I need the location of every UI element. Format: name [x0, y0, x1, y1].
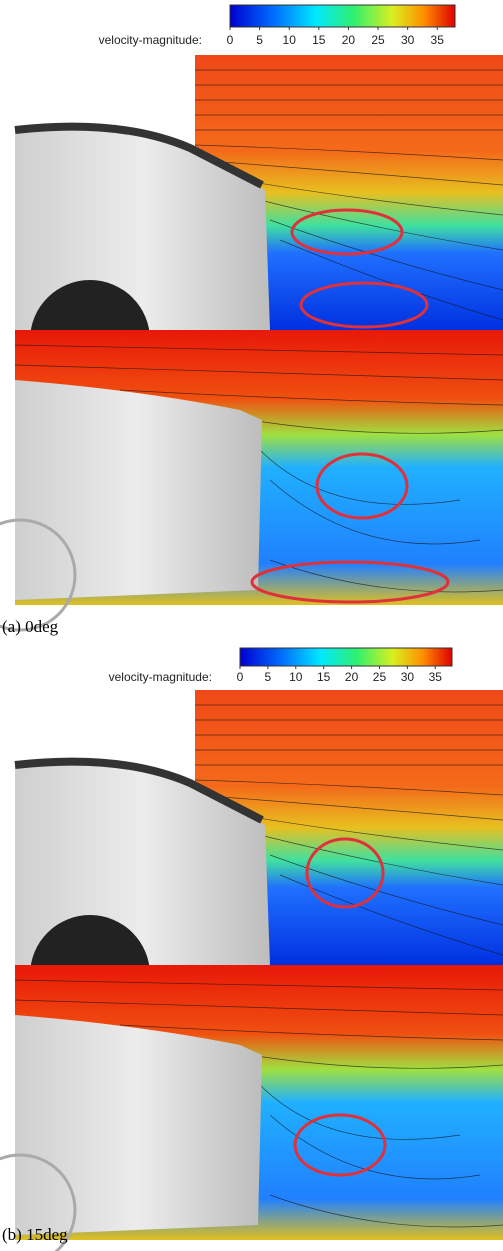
colorbar-tick-label: 10: [283, 33, 297, 47]
colorbar: [240, 648, 452, 666]
colorbar-tick-label: 30: [401, 33, 415, 47]
colorbar-tick-label: 25: [371, 33, 385, 47]
colorbar-tick-label: 15: [312, 33, 326, 47]
colorbar-tick-label: 0: [227, 33, 234, 47]
figure: velocity-magnitude: 0 5 10 15 20 25 30 35 (a) 0de…: [0, 0, 503, 1251]
colorbar-tick-label: 30: [401, 670, 415, 684]
colorbar-tick-label: 5: [265, 670, 272, 684]
colorbar-tick-label: 25: [373, 670, 387, 684]
colorbar-tick-label: 20: [342, 33, 356, 47]
colorbar-tick-label: 5: [256, 33, 263, 47]
panel-b-image: [0, 690, 503, 1251]
caption: (a) 0deg: [2, 617, 59, 636]
colorbar-tick-label: 10: [289, 670, 303, 684]
caption: (b) 15deg: [2, 1225, 68, 1244]
colorbar-tick-label: 20: [345, 670, 359, 684]
colorbar-label: velocity-magnitude:: [109, 670, 212, 684]
colorbar: [230, 5, 455, 27]
colorbar-tick-label: 0: [237, 670, 244, 684]
page: velocity-magnitude: 0 5 10 15 20 25 30 35 (a) 0de…: [0, 0, 503, 1251]
panel-a-image: [0, 55, 503, 630]
colorbar-tick-label: 35: [429, 670, 443, 684]
colorbar-tick-label: 35: [431, 33, 445, 47]
colorbar-label: velocity-magnitude:: [99, 33, 202, 47]
colorbar-tick-label: 15: [317, 670, 331, 684]
